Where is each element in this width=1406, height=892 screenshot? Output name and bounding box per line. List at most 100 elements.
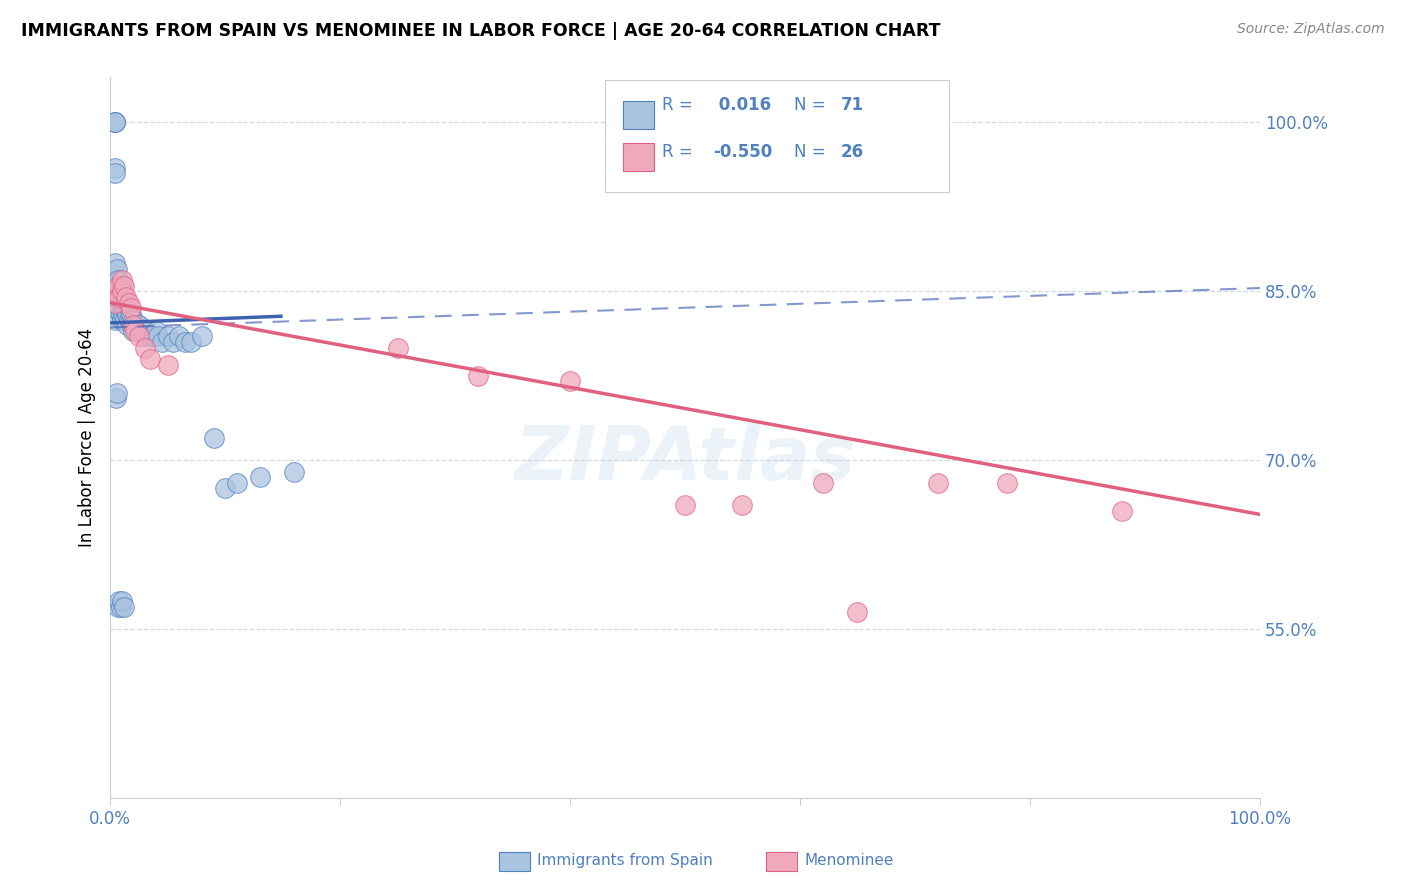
Point [134,341,156,355]
Point [128,324,150,338]
Point [111,273,134,287]
Point [110,599,132,614]
Point [214,482,236,496]
Point [111,301,134,316]
Point [111,594,134,608]
Point [104,161,127,175]
Point [114,301,136,316]
Point [104,256,127,270]
Point [121,318,143,333]
Point [156,329,179,343]
Point [104,312,127,326]
Point [104,268,127,282]
Point [134,324,156,338]
Point [111,307,134,321]
Point [104,278,127,293]
Point [995,475,1018,490]
Point [225,475,247,490]
Text: R =: R = [662,96,699,114]
Point [283,465,305,479]
Point [558,375,581,389]
Point [108,594,131,608]
Point [104,115,127,129]
Point [111,295,134,310]
Point [111,290,134,304]
Point [122,324,145,338]
Point [180,334,202,349]
Point [202,431,225,445]
Point [104,290,127,304]
Point [1111,504,1133,518]
Point [122,312,145,326]
Point [117,312,139,326]
Point [139,351,162,366]
Point [117,295,139,310]
Point [128,318,150,333]
Point [120,301,142,316]
Point [112,290,135,304]
Point [104,115,127,129]
Point [127,318,149,333]
Text: IMMIGRANTS FROM SPAIN VS MENOMINEE IN LABOR FORCE | AGE 20-64 CORRELATION CHART: IMMIGRANTS FROM SPAIN VS MENOMINEE IN LA… [21,22,941,40]
Point [134,329,156,343]
Text: 71: 71 [841,96,863,114]
Point [107,599,129,614]
Point [124,324,146,338]
Text: Source: ZipAtlas.com: Source: ZipAtlas.com [1237,22,1385,37]
Point [148,329,170,343]
Point [387,341,409,355]
Point [673,499,696,513]
Point [108,290,131,304]
Point [927,475,949,490]
Text: Menominee: Menominee [804,854,894,868]
Point [117,318,139,333]
Point [104,285,127,299]
Text: 26: 26 [841,143,863,161]
Text: N =: N = [794,143,831,161]
Point [811,475,834,490]
Point [120,312,142,326]
Point [104,301,127,316]
Point [104,166,127,180]
Text: R =: R = [662,143,699,161]
Text: ZIPAtlas: ZIPAtlas [515,423,856,496]
Point [105,385,128,400]
Point [107,278,129,293]
Point [108,290,131,304]
Point [167,329,190,343]
Text: N =: N = [794,96,831,114]
Point [104,392,127,406]
Point [115,290,138,304]
Point [150,334,173,349]
Point [249,470,271,484]
Point [110,307,132,321]
Point [107,273,129,287]
Point [191,329,214,343]
Point [104,115,127,129]
Point [174,334,197,349]
Point [108,278,131,293]
Point [120,307,142,321]
Point [142,329,165,343]
Point [112,278,135,293]
Point [104,295,127,310]
Point [125,324,148,338]
Point [139,329,162,343]
Point [111,278,134,293]
Text: Immigrants from Spain: Immigrants from Spain [537,854,713,868]
Point [846,605,869,619]
Point [731,499,754,513]
Y-axis label: In Labor Force | Age 20-64: In Labor Force | Age 20-64 [79,328,96,548]
Point [111,312,134,326]
Point [117,301,139,316]
Point [162,334,184,349]
Point [110,295,132,310]
Point [122,318,145,333]
Point [111,285,134,299]
Point [131,324,153,338]
Point [114,312,136,326]
Point [105,261,128,276]
Point [117,307,139,321]
Text: -0.550: -0.550 [713,143,772,161]
Point [156,358,179,372]
